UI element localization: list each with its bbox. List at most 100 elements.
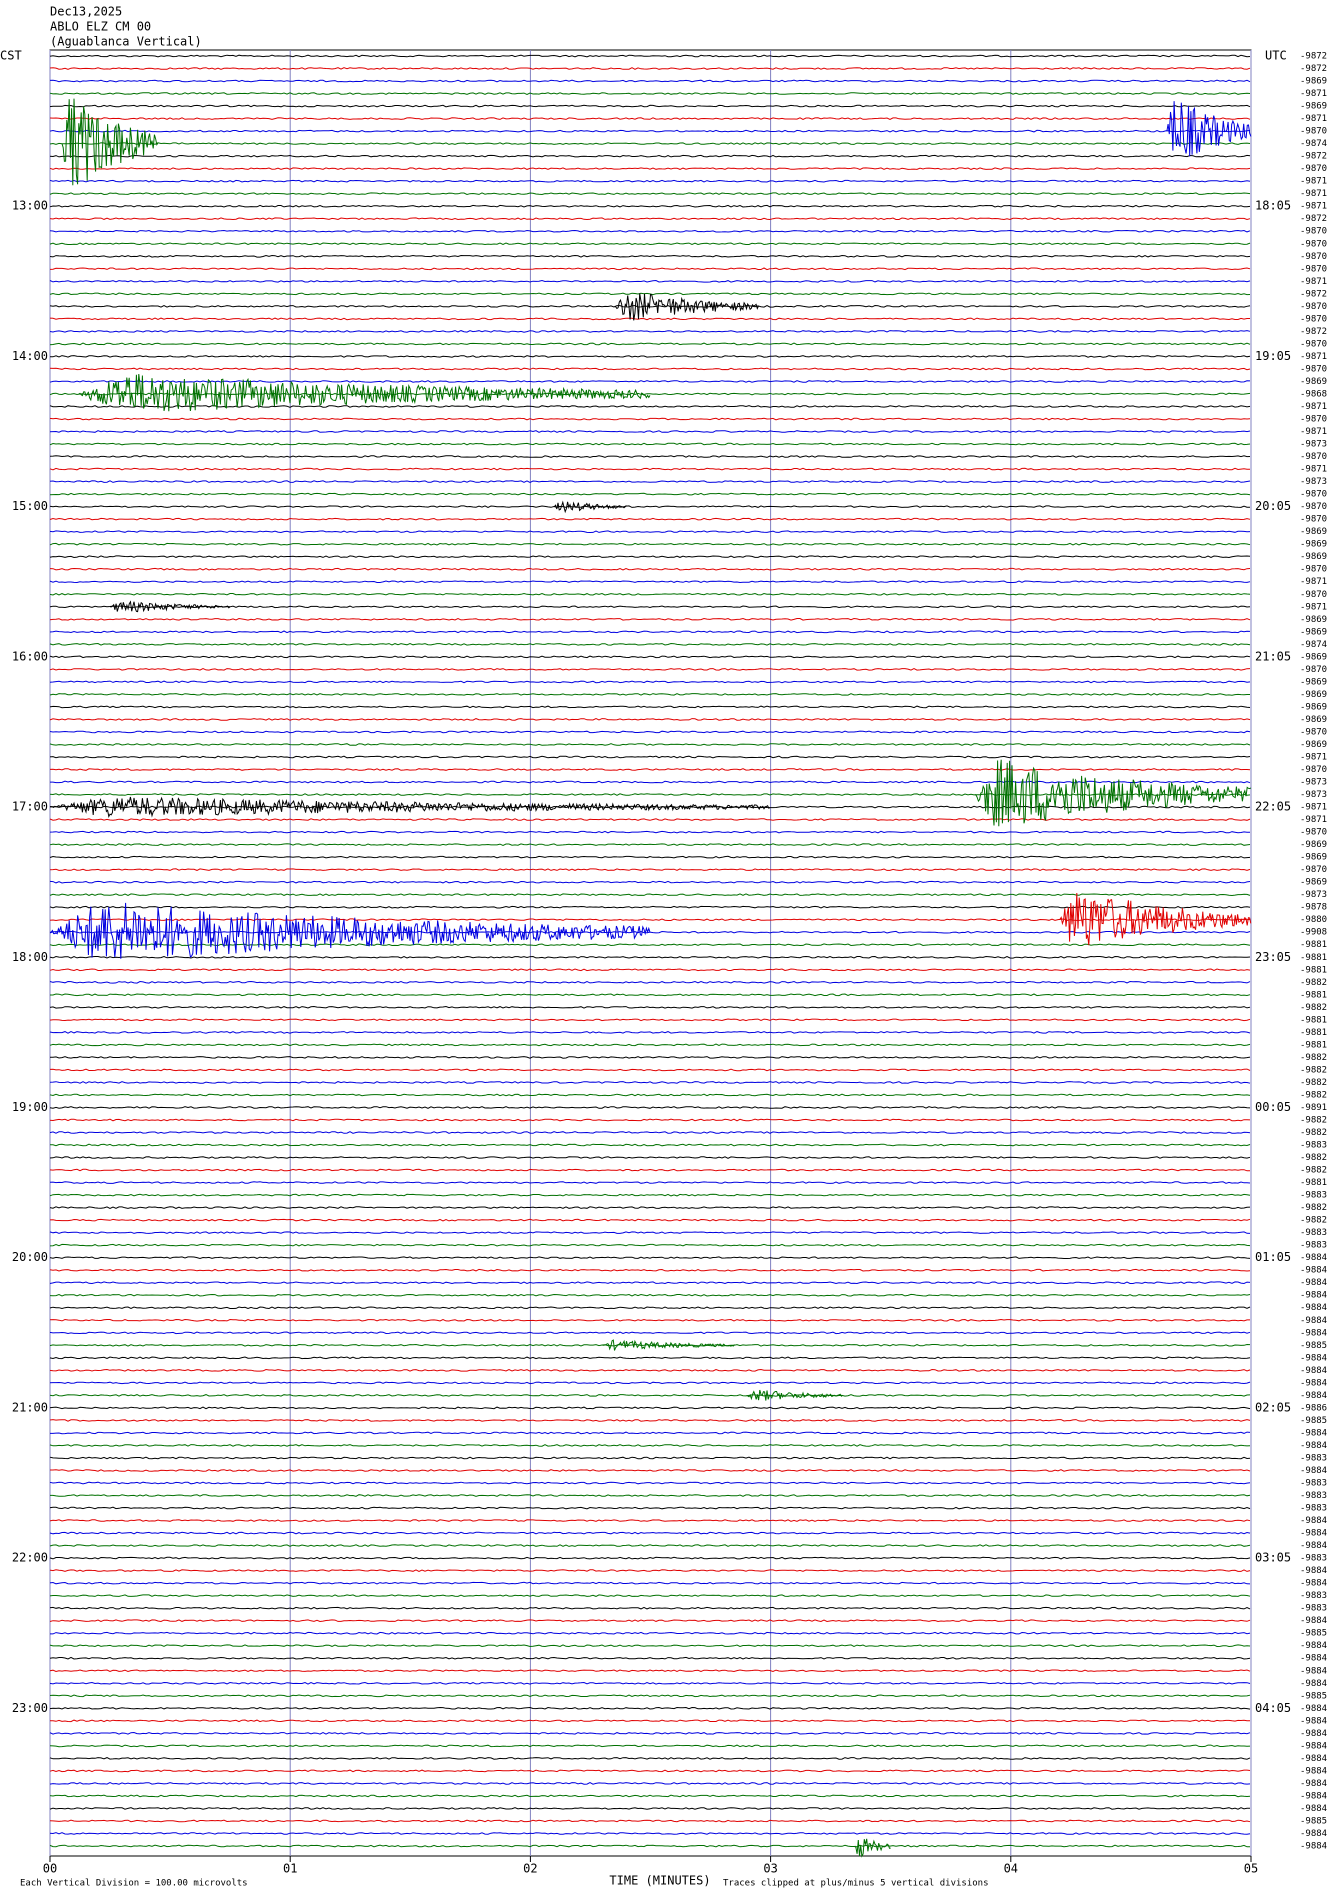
utc-hour-label: 00:05: [1255, 1100, 1291, 1114]
trace: [49, 1794, 1251, 1798]
trace: [49, 292, 1251, 296]
trace: [50, 355, 1251, 358]
x-tick-label: 03: [763, 1862, 777, 1876]
trace-label: -9870: [1300, 765, 1327, 775]
trace: [49, 630, 1251, 634]
footnote-left: Each Vertical Division = 100.00 microvol…: [20, 1879, 248, 1889]
trace-label: -9882: [1300, 1153, 1327, 1163]
trace-label: -9869: [1300, 677, 1327, 687]
trace-label: -9884: [1300, 1391, 1327, 1401]
trace: [49, 705, 1251, 709]
cst-hour-label: 22:00: [12, 1551, 48, 1565]
trace-label: -9873: [1300, 477, 1327, 487]
trace-label: -9869: [1300, 702, 1327, 712]
trace-label: -9871: [1300, 352, 1327, 362]
cst-hour-label: 20:00: [12, 1250, 48, 1264]
right-axis-title: UTC: [1265, 49, 1287, 63]
trace: [49, 492, 1251, 496]
header-date: Dec13,2025: [50, 5, 122, 19]
trace: [50, 1719, 1251, 1723]
trace-label: -9884: [1300, 1842, 1327, 1852]
trace-label: -9870: [1300, 490, 1327, 500]
trace: [49, 1481, 1251, 1485]
trace-label: -9883: [1300, 1504, 1327, 1514]
trace-label: -9883: [1300, 1228, 1327, 1238]
seismic-event: [1166, 101, 1252, 157]
trace: [49, 718, 1251, 721]
cst-hour-label: 16:00: [12, 649, 48, 663]
trace: [49, 1694, 1251, 1698]
trace: [49, 480, 1251, 483]
trace: [50, 1494, 1251, 1497]
trace: [49, 693, 1250, 696]
trace-label: -9869: [1300, 552, 1327, 562]
trace-label: -9882: [1300, 978, 1327, 988]
trace: [49, 1556, 1251, 1560]
trace: [49, 1581, 1251, 1585]
trace: [49, 392, 1251, 396]
cst-hour-label: 21:00: [12, 1400, 48, 1414]
trace-label: -9883: [1300, 1191, 1327, 1201]
trace: [49, 668, 1251, 671]
trace: [49, 1368, 1251, 1372]
trace-label: -9873: [1300, 778, 1327, 788]
trace: [49, 229, 1251, 233]
trace-label: -9884: [1300, 1566, 1327, 1576]
trace-label: -9884: [1300, 1516, 1327, 1526]
trace: [49, 1043, 1251, 1047]
trace-label: -9872: [1300, 214, 1327, 224]
seismic-event: [614, 293, 759, 321]
x-tick-label: 01: [283, 1862, 297, 1876]
seismic-event: [61, 98, 159, 186]
trace-label: -9884: [1300, 1541, 1327, 1551]
trace: [49, 1081, 1251, 1084]
trace-label: -9870: [1300, 590, 1327, 600]
trace-label: -9882: [1300, 1166, 1327, 1176]
trace: [49, 1832, 1251, 1835]
trace-label: -9871: [1300, 114, 1327, 124]
trace-label: -9870: [1300, 828, 1327, 838]
trace: [49, 1819, 1251, 1823]
trace: [49, 1306, 1251, 1310]
trace: [49, 1131, 1251, 1134]
trace-label: -9870: [1300, 502, 1327, 512]
trace: [49, 179, 1251, 183]
trace: [49, 830, 1250, 834]
trace: [49, 918, 1251, 922]
trace-label: -9869: [1300, 615, 1327, 625]
trace-label: -9871: [1300, 465, 1327, 475]
trace-label: -9884: [1300, 1253, 1327, 1263]
trace-label: -9884: [1300, 1466, 1327, 1476]
trace: [49, 217, 1251, 221]
trace-label: -9885: [1300, 1416, 1327, 1426]
trace: [49, 117, 1251, 120]
trace-label: -9870: [1300, 239, 1327, 249]
trace: [49, 743, 1251, 746]
trace-label: -9884: [1300, 1378, 1327, 1388]
trace: [49, 1256, 1251, 1260]
trace-label: -9872: [1300, 64, 1327, 74]
trace-label: -9882: [1300, 1003, 1327, 1013]
trace-label: -9869: [1300, 740, 1327, 750]
trace: [49, 1706, 1251, 1710]
trace: [49, 1444, 1251, 1447]
trace: [49, 304, 1251, 308]
trace-label: -9869: [1300, 878, 1327, 888]
trace-label: -9882: [1300, 1115, 1327, 1125]
trace-label: -9884: [1300, 1291, 1327, 1301]
trace: [49, 154, 1251, 158]
trace-label: -9884: [1300, 1529, 1327, 1539]
trace-label: -9869: [1300, 715, 1327, 725]
trace-label: -9870: [1300, 227, 1327, 237]
trace-label: -9880: [1300, 915, 1327, 925]
seismic-event: [602, 1339, 735, 1351]
trace: [49, 1293, 1251, 1297]
trace-label: -9884: [1300, 1654, 1327, 1664]
footnote-right: Traces clipped at plus/minus 5 vertical …: [723, 1879, 989, 1889]
trace: [49, 1218, 1251, 1222]
trace-label: -9874: [1300, 640, 1327, 650]
trace: [49, 1193, 1251, 1197]
trace: [49, 555, 1251, 559]
trace: [49, 1731, 1251, 1735]
